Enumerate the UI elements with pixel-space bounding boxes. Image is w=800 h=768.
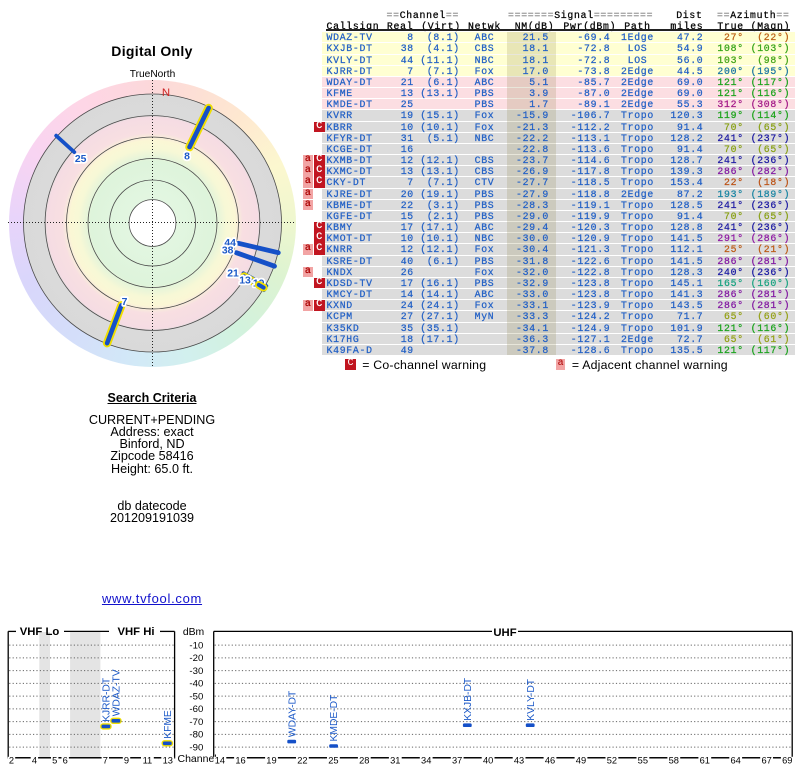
svg-text:WDAY-DT: WDAY-DT	[287, 690, 298, 737]
svg-text:-10: -10	[189, 640, 203, 651]
svg-text:44: 44	[224, 238, 236, 249]
svg-text:25: 25	[328, 756, 338, 766]
svg-text:58: 58	[669, 756, 679, 766]
svg-text:49: 49	[576, 756, 586, 766]
svg-text:14: 14	[215, 756, 225, 766]
svg-text:WDAZ-TV: WDAZ-TV	[112, 669, 123, 716]
svg-text:25: 25	[75, 154, 87, 165]
svg-text:19: 19	[266, 756, 276, 766]
svg-text:Channel: Channel	[178, 753, 217, 765]
svg-text:28: 28	[359, 756, 369, 766]
svg-text:64: 64	[731, 756, 741, 766]
svg-text:6: 6	[63, 756, 68, 766]
svg-text:-70: -70	[189, 717, 203, 728]
svg-text:22: 22	[297, 756, 307, 766]
svg-text:-80: -80	[189, 730, 203, 741]
svg-text:-20: -20	[189, 653, 203, 664]
svg-text:-90: -90	[189, 742, 203, 753]
svg-text:40: 40	[483, 756, 493, 766]
svg-text:34: 34	[421, 756, 431, 766]
svg-text:52: 52	[607, 756, 617, 766]
svg-text:KXJB-DT: KXJB-DT	[463, 677, 474, 721]
svg-text:KVLY-DT: KVLY-DT	[526, 678, 537, 720]
svg-text:KJRR-DT: KJRR-DT	[102, 677, 113, 722]
svg-text:-60: -60	[189, 704, 203, 715]
svg-text:43: 43	[514, 756, 524, 766]
svg-text:67: 67	[761, 756, 771, 766]
svg-text:16: 16	[235, 756, 245, 766]
svg-text:-30: -30	[189, 666, 203, 677]
svg-text:2: 2	[9, 756, 14, 766]
svg-text:dBm: dBm	[183, 627, 204, 638]
svg-text:VHF Hi: VHF Hi	[117, 626, 154, 638]
svg-text:UHF: UHF	[493, 627, 516, 639]
svg-text:38: 38	[222, 245, 234, 256]
svg-text:N: N	[162, 87, 170, 99]
svg-text:-40: -40	[189, 679, 203, 690]
svg-text:KFME: KFME	[163, 710, 174, 739]
svg-text:37: 37	[452, 756, 462, 766]
svg-text:31: 31	[390, 756, 400, 766]
svg-text:7: 7	[122, 297, 128, 308]
svg-text:VHF Lo: VHF Lo	[20, 626, 60, 638]
svg-text:8: 8	[184, 151, 190, 162]
svg-text:5: 5	[52, 756, 57, 766]
svg-text:KMDE-DT: KMDE-DT	[329, 694, 340, 742]
svg-text:9: 9	[124, 756, 129, 766]
svg-text:13: 13	[163, 756, 173, 766]
svg-text:55: 55	[638, 756, 648, 766]
svg-text:13: 13	[239, 276, 251, 287]
svg-text:-50: -50	[189, 691, 203, 702]
svg-text:46: 46	[545, 756, 555, 766]
svg-text:4: 4	[32, 756, 37, 766]
svg-text:21: 21	[227, 269, 239, 280]
svg-text:11: 11	[143, 756, 153, 766]
svg-text:61: 61	[700, 756, 710, 766]
svg-text:7: 7	[103, 756, 108, 766]
svg-text:69: 69	[782, 756, 792, 766]
